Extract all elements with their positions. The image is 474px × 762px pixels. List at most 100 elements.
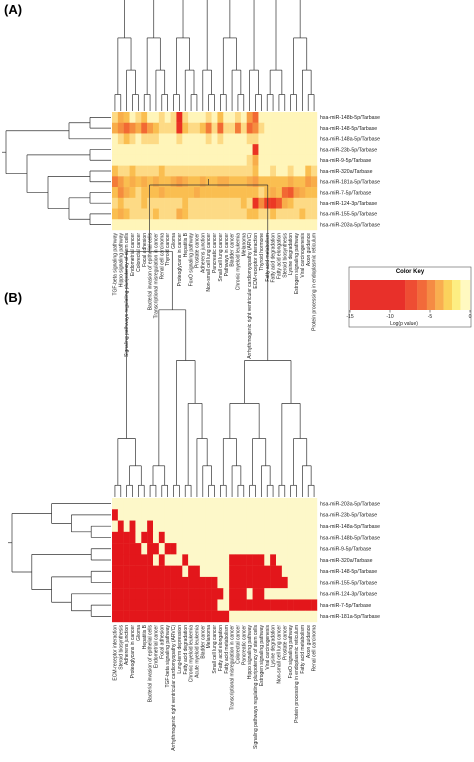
heatmap-cell xyxy=(252,165,259,177)
heatmap-cell xyxy=(199,197,206,209)
heatmap-cell xyxy=(182,610,189,623)
color-key-band xyxy=(460,280,471,310)
heatmap-cell xyxy=(176,599,183,611)
heatmap-cell xyxy=(188,154,195,166)
heatmap-cell xyxy=(229,112,236,123)
heatmap-cell xyxy=(281,165,288,177)
heatmap-cell xyxy=(194,144,201,156)
heatmap-cell xyxy=(258,498,265,510)
heatmap-cell xyxy=(176,543,183,555)
heatmap-cell xyxy=(223,498,230,510)
column-label: Hepatitis B xyxy=(183,232,189,257)
heatmap-cell xyxy=(311,565,318,578)
heatmap-cell xyxy=(211,588,218,600)
heatmap-cell xyxy=(229,219,236,231)
heatmap-cell xyxy=(305,531,312,544)
heatmap-cell xyxy=(141,197,148,209)
heatmap-cell xyxy=(170,176,177,188)
heatmap-cell xyxy=(211,176,218,188)
heatmap-cell xyxy=(246,588,253,600)
column-label: Estrogen signaling pathway xyxy=(294,233,300,295)
heatmap-cell xyxy=(281,112,288,123)
heatmap-cell xyxy=(276,144,283,156)
heatmap-cell xyxy=(276,197,283,209)
column-label: Endometrial cancer xyxy=(130,233,136,276)
row-label: hsa-miR-148b-5p/Tarbase xyxy=(320,535,380,541)
heatmap-cell xyxy=(240,122,247,134)
heatmap-cell xyxy=(258,509,265,521)
heatmap-cell xyxy=(217,154,224,166)
heatmap-cell xyxy=(217,543,224,555)
heatmap-cell xyxy=(264,176,271,188)
heatmap-cell xyxy=(305,133,312,145)
heatmap-cell xyxy=(229,208,236,220)
heatmap-cell xyxy=(188,554,195,566)
heatmap-cell xyxy=(223,144,230,156)
heatmap-cell xyxy=(112,187,119,199)
column-label: Proteoglycans in cancer xyxy=(130,625,136,679)
row-label: hsa-miR-9-5p/Tarbase xyxy=(320,547,371,553)
heatmap-cell xyxy=(276,610,283,623)
heatmap-cell xyxy=(135,554,142,566)
row-label: hsa-miR-23b-5p/Tarbase xyxy=(320,513,377,519)
row-label: hsa-miR-155-5p/Tarbase xyxy=(320,580,377,586)
heatmap-cell xyxy=(211,208,218,220)
heatmap-cell xyxy=(305,197,312,209)
heatmap-cell xyxy=(217,509,224,521)
heatmap-cell xyxy=(170,588,177,600)
heatmap-cell xyxy=(176,197,183,209)
heatmap-cell xyxy=(158,122,165,134)
heatmap-cell xyxy=(299,588,306,600)
heatmap-cell xyxy=(188,122,195,134)
heatmap-cell xyxy=(246,165,253,177)
heatmap-cell xyxy=(117,565,124,578)
heatmap-cell xyxy=(258,576,265,589)
heatmap-cell xyxy=(176,144,183,156)
heatmap-cell xyxy=(176,154,183,166)
heatmap-cell xyxy=(205,197,212,209)
heatmap-cell xyxy=(270,520,277,533)
heatmap-cell xyxy=(287,509,294,521)
heatmap-cell xyxy=(129,133,136,145)
heatmap-cell xyxy=(252,144,259,156)
heatmap-cell xyxy=(164,509,171,521)
column-label: FoxO signaling pathway xyxy=(288,625,294,679)
row-label: hsa-miR-203a-5p/Tarbase xyxy=(320,222,380,228)
heatmap-cell xyxy=(117,122,124,134)
column-label: Small cell lung cancer xyxy=(212,625,218,674)
heatmap-cell xyxy=(293,543,300,555)
heatmap-cell xyxy=(117,520,124,533)
heatmap-cell xyxy=(158,208,165,220)
heatmap-cell xyxy=(264,133,271,145)
heatmap-cell xyxy=(199,187,206,199)
heatmap-cell xyxy=(170,219,177,231)
heatmap-cell xyxy=(112,122,119,134)
heatmap-cell xyxy=(281,588,288,600)
heatmap-cell xyxy=(188,165,195,177)
heatmap-cell xyxy=(205,576,212,589)
column-label: Focal adhesion xyxy=(142,233,148,267)
heatmap-cell xyxy=(293,165,300,177)
heatmap-cell xyxy=(153,509,160,521)
column-label: Hippo signaling pathway xyxy=(247,625,253,680)
heatmap-cell xyxy=(135,509,142,521)
heatmap-cell xyxy=(205,520,212,533)
heatmap-cell xyxy=(153,599,160,611)
heatmap-cell xyxy=(170,565,177,578)
heatmap-cell xyxy=(293,133,300,145)
heatmap-cell xyxy=(252,610,259,623)
heatmap-cell xyxy=(153,144,160,156)
heatmap-cell xyxy=(135,565,142,578)
heatmap-cell xyxy=(153,176,160,188)
heatmap-cell xyxy=(293,144,300,156)
heatmap-cell xyxy=(182,599,189,611)
heatmap-cell xyxy=(182,144,189,156)
heatmap-cell xyxy=(112,154,119,166)
heatmap-cell xyxy=(246,122,253,134)
heatmap-cell xyxy=(205,154,212,166)
heatmap-cell xyxy=(299,208,306,220)
column-label: ECM-receptor interaction xyxy=(253,233,259,289)
heatmap-cell xyxy=(170,599,177,611)
heatmap-cell xyxy=(135,208,142,220)
heatmap-cell xyxy=(223,565,230,578)
